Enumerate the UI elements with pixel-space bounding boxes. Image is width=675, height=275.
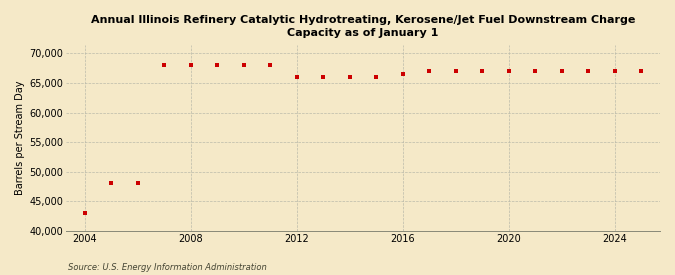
Point xyxy=(398,72,408,76)
Point xyxy=(424,69,435,73)
Point xyxy=(450,69,461,73)
Point xyxy=(583,69,594,73)
Title: Annual Illinois Refinery Catalytic Hydrotreating, Kerosene/Jet Fuel Downstream C: Annual Illinois Refinery Catalytic Hydro… xyxy=(90,15,635,38)
Point xyxy=(318,75,329,79)
Point xyxy=(292,75,302,79)
Point xyxy=(504,69,514,73)
Point xyxy=(610,69,620,73)
Point xyxy=(477,69,488,73)
Point xyxy=(371,75,381,79)
Point xyxy=(79,211,90,215)
Point xyxy=(185,63,196,67)
Point xyxy=(556,69,567,73)
Point xyxy=(530,69,541,73)
Y-axis label: Barrels per Stream Day: Barrels per Stream Day xyxy=(15,80,25,195)
Point xyxy=(132,181,143,186)
Point xyxy=(159,63,169,67)
Point xyxy=(238,63,249,67)
Point xyxy=(265,63,275,67)
Text: Source: U.S. Energy Information Administration: Source: U.S. Energy Information Administ… xyxy=(68,263,266,272)
Point xyxy=(344,75,355,79)
Point xyxy=(212,63,223,67)
Point xyxy=(636,69,647,73)
Point xyxy=(105,181,116,186)
